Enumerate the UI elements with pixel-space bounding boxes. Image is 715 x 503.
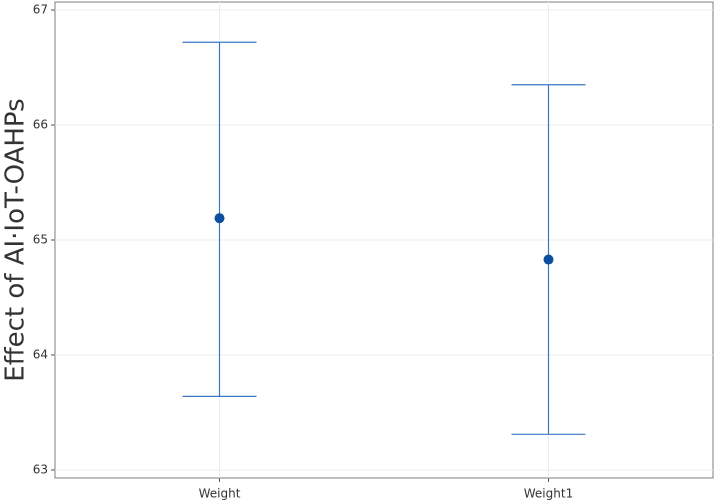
y-tick-label: 64 [33,347,48,361]
point [543,254,554,265]
y-tick-label: 63 [33,462,48,476]
y-tick-label: 67 [33,3,48,17]
y-axis-label: Effect of AI·IoT-OAHPs [1,98,31,381]
y-tick-label: 65 [33,233,48,247]
y-tick-label: 66 [33,118,48,132]
x-tick-label: Weight [199,487,241,501]
x-tick-label: Weight1 [524,487,573,501]
point [214,213,225,224]
